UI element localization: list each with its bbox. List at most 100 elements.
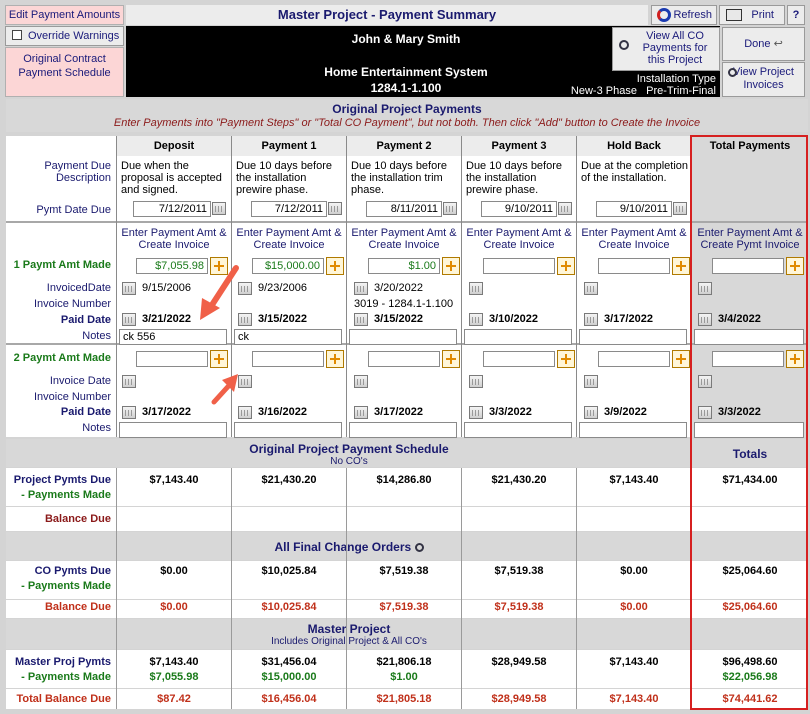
due-date-field[interactable]: 9/10/2011 xyxy=(596,201,672,217)
search-icon[interactable] xyxy=(414,543,424,552)
calendar-icon[interactable] xyxy=(212,202,226,215)
master-pymt-made: $1.00 xyxy=(390,671,418,683)
payment2-amount-field[interactable] xyxy=(136,351,208,367)
schedule-header: Original Project Payment Schedule No CO'… xyxy=(6,439,808,467)
payment2-amount-field[interactable] xyxy=(598,351,670,367)
calendar-icon[interactable] xyxy=(238,282,252,295)
calendar-icon[interactable] xyxy=(698,375,712,388)
add-plus-icon[interactable] xyxy=(442,257,460,275)
notes-field[interactable] xyxy=(694,422,804,438)
payment2-amount-field[interactable] xyxy=(483,351,555,367)
paid-date: 3/17/2022 xyxy=(604,313,653,325)
calendar-icon[interactable] xyxy=(584,282,598,295)
payment2-amount-field[interactable] xyxy=(368,351,440,367)
create-invoice-link[interactable]: Enter Payment Amt & Create Invoice xyxy=(351,227,457,251)
co-pymt-due: $0.00 xyxy=(160,565,188,577)
notes-field[interactable] xyxy=(579,422,687,438)
calendar-icon[interactable] xyxy=(354,313,368,326)
calendar-icon[interactable] xyxy=(673,202,687,215)
calendar-icon[interactable] xyxy=(443,202,457,215)
notes-field[interactable] xyxy=(119,422,227,438)
totals-header: Totals xyxy=(732,447,768,461)
create-invoice-link[interactable]: Enter Payment Amt & Create Invoice xyxy=(581,227,687,251)
add-plus-icon[interactable] xyxy=(786,257,804,275)
calendar-icon[interactable] xyxy=(698,313,712,326)
done-button[interactable]: Done ↩ xyxy=(722,27,805,61)
calendar-icon[interactable] xyxy=(698,282,712,295)
calendar-icon[interactable] xyxy=(122,406,136,419)
calendar-icon[interactable] xyxy=(328,202,342,215)
add-plus-icon[interactable] xyxy=(326,257,344,275)
master-made-total: $22,056.98 xyxy=(722,671,778,683)
payment1-amount-field[interactable]: $1.00 xyxy=(368,258,440,274)
calendar-icon[interactable] xyxy=(584,406,598,419)
notes-field[interactable] xyxy=(464,329,572,345)
customer-name: John & Mary Smith xyxy=(351,32,461,46)
add-plus-icon[interactable] xyxy=(210,350,228,368)
create-pymt-invoice-link[interactable]: Enter Payment Amt & Create Pymt Invoice xyxy=(697,227,803,251)
notes-field[interactable] xyxy=(579,329,687,345)
override-warnings-toggle[interactable]: Override Warnings xyxy=(5,26,124,46)
project-code: 1284.1-1.100 xyxy=(370,81,442,95)
create-invoice-link[interactable]: Enter Payment Amt & Create Invoice xyxy=(466,227,572,251)
change-orders-title-text: All Final Change Orders xyxy=(274,540,412,554)
calendar-icon[interactable] xyxy=(558,202,572,215)
total-payment1-amount-field[interactable] xyxy=(712,258,784,274)
calendar-icon[interactable] xyxy=(238,406,252,419)
notes-field[interactable] xyxy=(349,422,457,438)
refresh-button[interactable]: Refresh xyxy=(651,5,717,25)
calendar-icon[interactable] xyxy=(469,375,483,388)
payment1-amount-field[interactable]: $15,000.00 xyxy=(252,258,324,274)
override-warnings-checkbox[interactable] xyxy=(12,30,22,40)
calendar-icon[interactable] xyxy=(354,282,368,295)
total-payment2-amount-field[interactable] xyxy=(712,351,784,367)
calendar-icon[interactable] xyxy=(122,313,136,326)
add-plus-icon[interactable] xyxy=(557,257,575,275)
edit-payment-amounts-button[interactable]: Edit Payment Amounts xyxy=(5,5,124,25)
calendar-icon[interactable] xyxy=(354,375,368,388)
create-invoice-link[interactable]: Enter Payment Amt & Create Invoice xyxy=(236,227,342,251)
due-date-field[interactable]: 7/12/2011 xyxy=(251,201,327,217)
calendar-icon[interactable] xyxy=(238,313,252,326)
calendar-icon[interactable] xyxy=(354,406,368,419)
schedule-subtitle: No CO's xyxy=(330,456,368,467)
printer-icon xyxy=(726,9,742,21)
help-button[interactable]: ? xyxy=(787,5,805,25)
view-co-payments-button[interactable]: View All CO Payments for this Project xyxy=(612,27,720,71)
original-schedule-button[interactable]: Original Contract Payment Schedule xyxy=(5,47,124,97)
total-balance-row xyxy=(6,689,808,709)
add-plus-icon[interactable] xyxy=(672,257,690,275)
calendar-icon[interactable] xyxy=(469,406,483,419)
total-balance: $16,456.04 xyxy=(261,693,317,705)
due-date-field[interactable]: 7/12/2011 xyxy=(133,201,211,217)
add-plus-icon[interactable] xyxy=(672,350,690,368)
payment2-amount-field[interactable] xyxy=(252,351,324,367)
payment1-amount-field[interactable] xyxy=(483,258,555,274)
add-plus-icon[interactable] xyxy=(786,350,804,368)
notes-field[interactable] xyxy=(349,329,457,345)
calendar-icon[interactable] xyxy=(122,282,136,295)
add-plus-icon[interactable] xyxy=(557,350,575,368)
view-project-invoices-button[interactable]: View Project Invoices xyxy=(722,62,805,97)
create-invoice-link[interactable]: Enter Payment Amt & Create Invoice xyxy=(121,227,227,251)
due-date-field[interactable]: 9/10/2011 xyxy=(481,201,557,217)
calendar-icon[interactable] xyxy=(469,282,483,295)
calendar-icon[interactable] xyxy=(238,375,252,388)
calendar-icon[interactable] xyxy=(584,313,598,326)
notes-field[interactable]: ck 556 xyxy=(119,329,227,345)
notes-field[interactable] xyxy=(694,329,804,345)
payment1-amount-field[interactable]: $7,055.98 xyxy=(136,258,208,274)
notes-field[interactable]: ck xyxy=(234,329,342,345)
due-date-field[interactable]: 8/11/2011 xyxy=(366,201,442,217)
calendar-icon[interactable] xyxy=(469,313,483,326)
notes-field[interactable] xyxy=(464,422,572,438)
calendar-icon[interactable] xyxy=(584,375,598,388)
add-plus-icon[interactable] xyxy=(326,350,344,368)
notes-field[interactable] xyxy=(234,422,342,438)
print-button[interactable]: Print xyxy=(719,5,785,25)
payment1-amount-field[interactable] xyxy=(598,258,670,274)
add-plus-icon[interactable] xyxy=(442,350,460,368)
calendar-icon[interactable] xyxy=(122,375,136,388)
calendar-icon[interactable] xyxy=(698,406,712,419)
add-plus-icon[interactable] xyxy=(210,257,228,275)
